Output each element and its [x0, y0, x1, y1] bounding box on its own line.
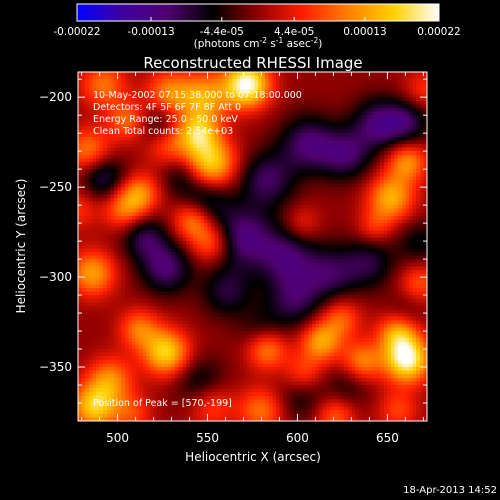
- x-tick-label: 650: [376, 431, 399, 445]
- x-tick-label: 550: [196, 431, 219, 445]
- colorbar-units: (photons cm-2 s-1 asec-2): [194, 36, 323, 50]
- colorbar-tick-label: 0.00022: [417, 26, 460, 38]
- plot-frame: [77, 71, 428, 422]
- footer-date: 18-Apr-2013 14:52: [403, 485, 497, 496]
- colorbar-tick-label: 4.4e-05: [274, 26, 314, 38]
- annotations: 10-May-2002 07:15:38.000 to 07:18:00.000…: [93, 90, 302, 409]
- colorbar-tick-label: 0.00013: [343, 26, 386, 38]
- axis-ticks: 500 550 600 650 −200 −250 −300 −350: [39, 72, 427, 445]
- peak-position-label: Position of Peak = [570,-199]: [93, 398, 232, 409]
- colorbar-tick-label: -0.00022: [53, 26, 100, 38]
- colorbar-tick-label: -4.4e-05: [200, 26, 244, 38]
- annotation-counts: Clean Total counts: 2.54e+03: [93, 126, 233, 137]
- y-tick-label: −200: [39, 90, 72, 104]
- y-tick-label: −250: [39, 180, 72, 194]
- colorbar-ticks: -0.00022 -0.00013 -4.4e-05 4.4e-05 0.00013 0.…: [53, 17, 461, 38]
- x-axis-label: Heliocentric X (arcsec): [185, 450, 321, 464]
- annotation-time: 10-May-2002 07:15:38.000 to 07:18:00.000: [93, 90, 302, 101]
- colorbar: -0.00022 -0.00013 -4.4e-05 4.4e-05 0.00013 0.…: [53, 3, 461, 50]
- chart-title: Reconstructed RHESSI Image: [143, 54, 362, 72]
- colorbar-strip: [76, 3, 440, 22]
- colorbar-tick-label: -0.00013: [127, 26, 174, 38]
- y-tick-label: −350: [39, 360, 72, 374]
- heatmap-canvas: [78, 72, 427, 421]
- y-tick-label: −300: [39, 270, 72, 284]
- annotation-energy: Energy Range: 25.0 - 50.0 keV: [93, 114, 238, 125]
- y-axis-label: Heliocentric Y (arcsec): [14, 179, 28, 314]
- heatmap-image: [78, 72, 427, 421]
- x-tick-label: 500: [106, 431, 129, 445]
- x-tick-label: 600: [286, 431, 309, 445]
- annotation-detectors: Detectors: 4F 5F 6F 7F 8F Att 0: [93, 102, 241, 113]
